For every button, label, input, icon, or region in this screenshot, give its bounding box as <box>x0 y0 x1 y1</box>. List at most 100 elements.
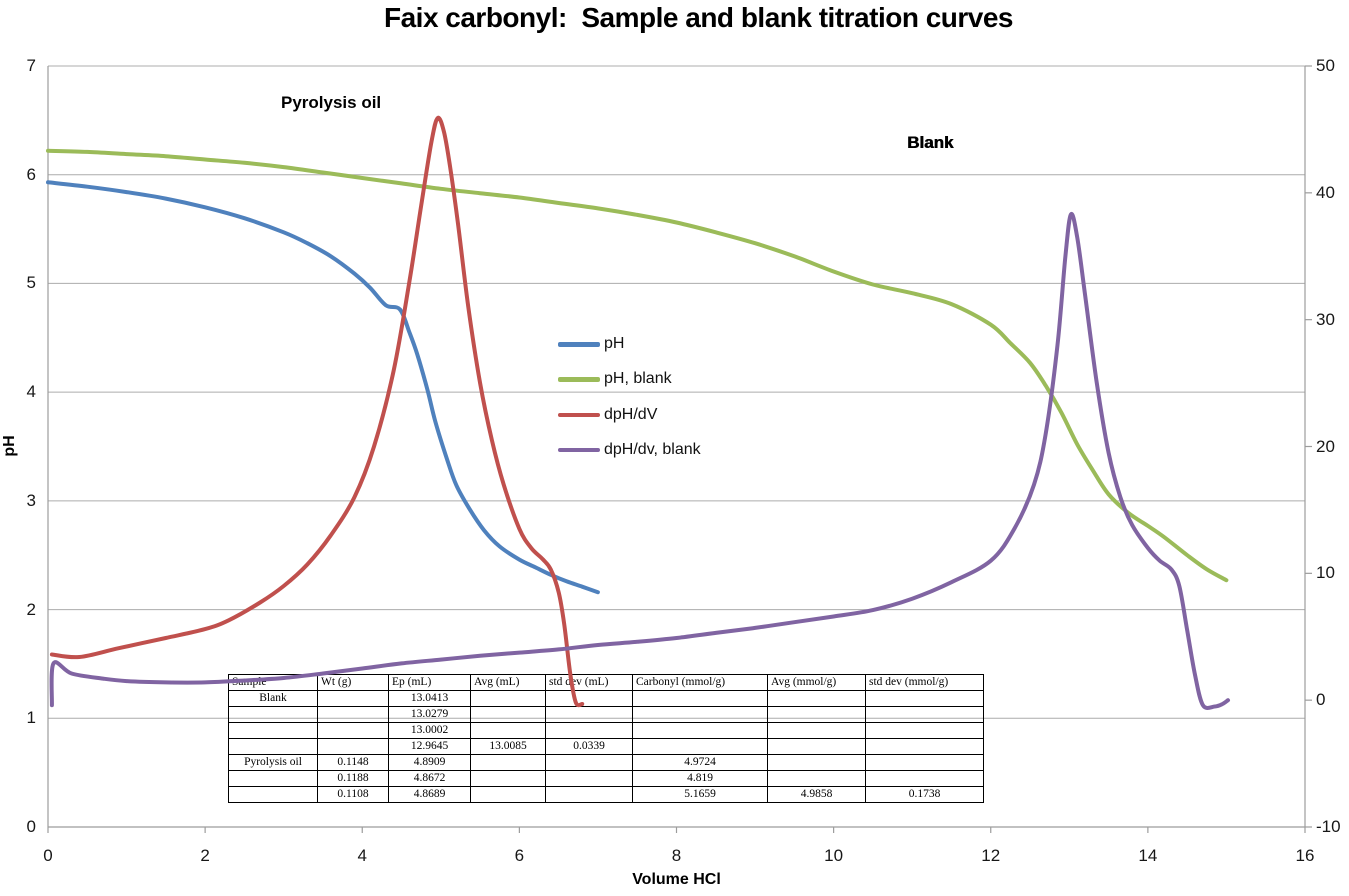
x-tick-label: 14 <box>1138 846 1158 865</box>
legend-label: dpH/dv, blank <box>604 440 701 458</box>
table-cell: Pyrolysis oil <box>228 754 318 771</box>
table-cell: 0.1738 <box>865 786 984 803</box>
table-cell <box>767 722 866 739</box>
table-cell: 0.0339 <box>545 738 633 755</box>
table-cell <box>317 738 389 755</box>
legend-label: dpH/dV <box>604 405 658 423</box>
table-cell <box>317 690 389 707</box>
legend-line-swatch <box>558 412 600 418</box>
y-right-tick-label: 40 <box>1316 182 1335 202</box>
table-cell <box>545 722 633 739</box>
y-right-tick-label: 50 <box>1316 56 1335 75</box>
results-table: Sample Wt (g) Ep (mL) Avg (mL) std dev (mL) C… <box>228 674 984 803</box>
table-cell <box>767 770 866 787</box>
table-row: Pyrolysis oil 0.1148 4.8909 4.9724 <box>228 754 984 771</box>
y-axis-title: pH <box>1 435 18 457</box>
legend-line-swatch <box>558 377 600 382</box>
table-row: 0.1188 4.8672 4.819 <box>228 770 984 787</box>
y-left-tick-label: 7 <box>26 56 36 75</box>
table-cell: 4.8672 <box>388 770 471 787</box>
table-cell <box>865 770 984 787</box>
legend-label: pH, blank <box>604 370 672 388</box>
table-cell <box>632 722 768 739</box>
table-cell <box>228 770 318 787</box>
table-cell: 13.0413 <box>388 690 471 707</box>
y-right-tick-label: 20 <box>1316 436 1335 456</box>
table-cell: 0.1188 <box>317 770 389 787</box>
series-dph-dv-line <box>49 115 585 708</box>
table-cell <box>865 754 984 771</box>
table-cell <box>865 722 984 739</box>
table-cell <box>470 690 546 707</box>
table-cell <box>545 770 633 787</box>
table-cell <box>470 722 546 739</box>
table-cell <box>228 786 318 803</box>
x-tick-label: 2 <box>200 846 210 865</box>
legend-line-swatch <box>558 342 600 347</box>
annotation-blank: Blank <box>907 133 954 152</box>
table-cell: 0.1108 <box>317 786 389 803</box>
table-cell: 0.1148 <box>317 754 389 771</box>
table-cell: 4.8689 <box>388 786 471 803</box>
table-cell <box>228 738 318 755</box>
table-cell <box>545 706 633 723</box>
table-cell <box>470 754 546 771</box>
y-right-tick-label: 10 <box>1316 563 1335 583</box>
y-right-tick-label: -10 <box>1316 817 1341 836</box>
y-left-tick-label: 5 <box>26 273 36 293</box>
table-cell: 13.0085 <box>470 738 546 755</box>
table-cell: Blank <box>228 690 318 707</box>
table-cell: 12.9645 <box>388 738 471 755</box>
table-cell <box>470 706 546 723</box>
table-cell: 4.9858 <box>767 786 866 803</box>
table-header-cell: Sample <box>228 674 318 691</box>
legend-label: pH <box>604 335 625 352</box>
table-cell <box>767 690 866 707</box>
results-table-grid: Sample Wt (g) Ep (mL) Avg (mL) std dev (mL) C… <box>228 674 984 803</box>
table-cell: 4.8909 <box>388 754 471 771</box>
x-tick-label: 16 <box>1295 846 1315 865</box>
table-row: Blank 13.0413 <box>228 690 984 707</box>
table-cell <box>767 738 866 755</box>
y-left-tick-label: 0 <box>26 817 36 836</box>
table-cell <box>470 770 546 787</box>
x-axis-title: Volume HCl <box>632 871 721 888</box>
legend-line-swatch <box>558 447 600 453</box>
y-left-tick-label: 1 <box>26 708 36 728</box>
table-row: 13.0279 <box>228 706 984 723</box>
table-cell <box>317 722 389 739</box>
table-row: 13.0002 <box>228 722 984 739</box>
table-cell: 13.0002 <box>388 722 471 739</box>
table-header-cell: std dev (mL) <box>545 674 633 691</box>
table-cell <box>317 706 389 723</box>
y-left-tick-label: 2 <box>26 599 36 619</box>
series-ph-blank-line <box>46 148 1229 583</box>
y-right-tick-label: 0 <box>1316 690 1326 710</box>
y-left-tick-label: 6 <box>26 164 36 184</box>
table-cell <box>632 738 768 755</box>
table-header-cell: Avg (mL) <box>470 674 546 691</box>
table-cell <box>767 754 866 771</box>
table-header-cell: Wt (g) <box>317 674 389 691</box>
table-cell <box>545 754 633 771</box>
table-cell <box>228 722 318 739</box>
table-header-row: Sample Wt (g) Ep (mL) Avg (mL) std dev (mL) C… <box>228 674 984 691</box>
table-cell <box>865 738 984 755</box>
table-cell: 4.819 <box>632 770 768 787</box>
x-tick-label: 4 <box>357 846 367 865</box>
table-header-cell: std dev (mmol/g) <box>865 674 984 691</box>
table-cell <box>632 706 768 723</box>
y-left-tick-label: 3 <box>26 490 36 510</box>
table-cell <box>228 706 318 723</box>
table-cell: 4.9724 <box>632 754 768 771</box>
x-tick-label: 12 <box>981 846 1001 865</box>
x-tick-label: 8 <box>671 846 682 865</box>
table-cell <box>767 706 866 723</box>
table-row: 0.1108 4.8689 5.1659 4.9858 0.1738 <box>228 786 984 803</box>
table-cell <box>865 690 984 707</box>
series-dph-dv-blank-line <box>49 211 1230 710</box>
table-cell: 13.0279 <box>388 706 471 723</box>
table-cell <box>470 786 546 803</box>
table-header-cell: Carbonyl (mmol/g) <box>632 674 768 691</box>
